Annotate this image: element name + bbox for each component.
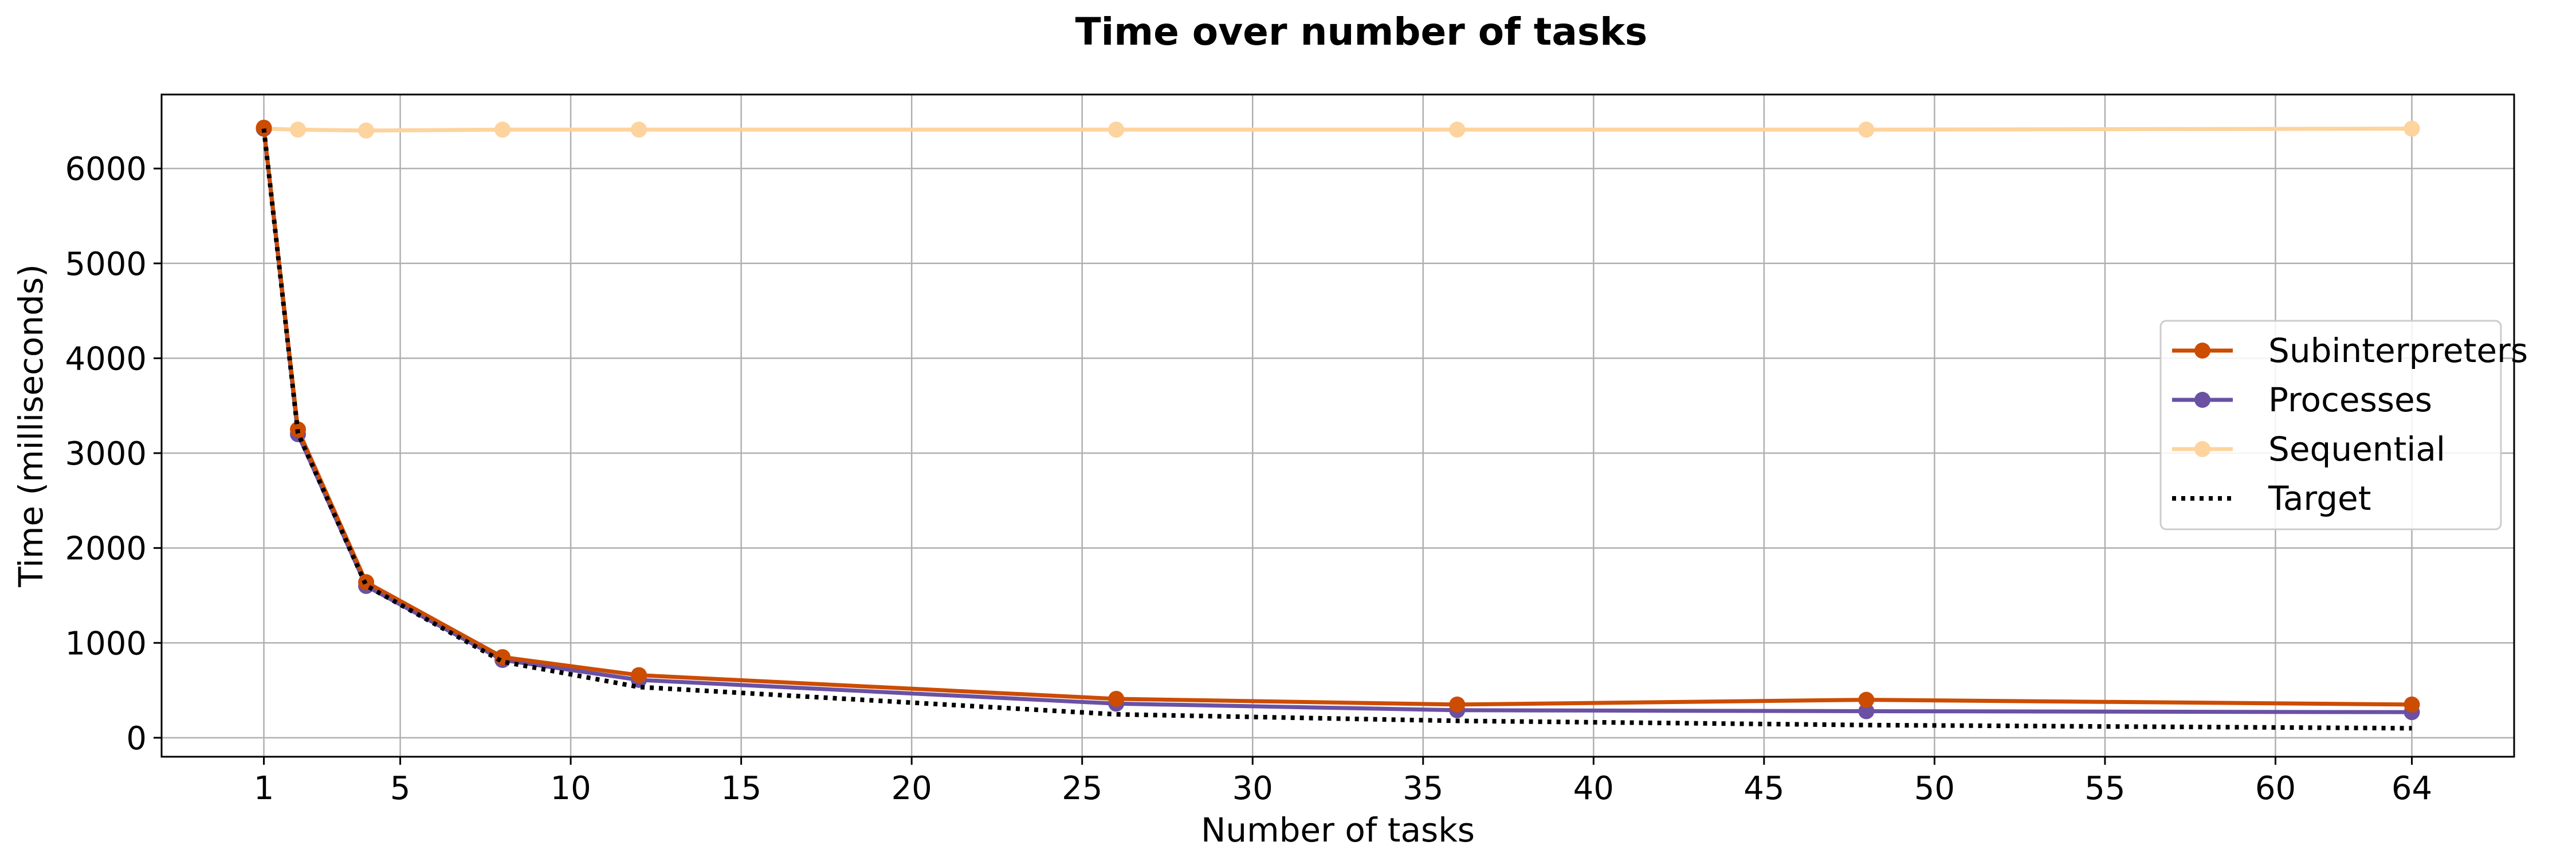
x-tick-label: 55	[2084, 770, 2125, 807]
data-point-sequential	[290, 121, 307, 138]
series-line-target	[261, 128, 2412, 731]
y-tick-label: 1000	[65, 625, 147, 662]
y-axis-label: Time (milliseconds)	[11, 264, 50, 588]
data-point-sequential	[631, 121, 647, 138]
legend-marker-subinterpreters	[2194, 343, 2210, 359]
x-tick-label: 45	[1743, 770, 1784, 807]
legend: Subinterpreters Processes Sequential Target	[2159, 320, 2528, 530]
data-point-sequential	[358, 122, 375, 139]
y-tick-label: 0	[126, 720, 147, 757]
plot-frame	[160, 93, 2515, 758]
x-tick-label: 15	[721, 770, 761, 807]
legend-marker-sequential	[2194, 441, 2210, 457]
y-tick-label: 5000	[65, 246, 147, 283]
series-layer	[256, 119, 2420, 731]
data-point-subinterpreters	[1108, 690, 1125, 707]
data-point-sequential	[2404, 120, 2420, 137]
data-point-subinterpreters	[1449, 696, 1466, 713]
data-point-sequential	[1858, 121, 1875, 138]
x-tick-label: 50	[1914, 770, 1955, 807]
legend-label-sequential: Sequential	[2268, 430, 2445, 469]
legend-label-subinterpreters: Subinterpreters	[2268, 331, 2528, 370]
x-tick-label: 1	[254, 770, 274, 807]
x-tick-label: 25	[1062, 770, 1102, 807]
data-point-subinterpreters	[1858, 691, 1875, 708]
legend-label-target: Target	[2268, 479, 2371, 518]
x-tick-label: 10	[550, 770, 591, 807]
x-tick-label: 60	[2255, 770, 2296, 807]
chart-title: Time over number of tasks	[1075, 10, 1648, 54]
data-point-processes	[1858, 703, 1875, 719]
data-point-subinterpreters	[2404, 696, 2420, 713]
x-tick-label: 64	[2392, 770, 2432, 807]
y-tick-label: 2000	[65, 530, 147, 568]
legend-label-processes: Processes	[2268, 380, 2432, 419]
data-point-subinterpreters	[631, 667, 647, 683]
legend-marker-processes	[2194, 392, 2210, 408]
data-point-sequential	[494, 121, 511, 138]
data-point-sequential	[1449, 121, 1466, 138]
series-line-sequential	[264, 127, 2412, 133]
data-point-sequential	[1108, 121, 1125, 138]
legend-box	[2159, 320, 2502, 530]
x-tick-label: 40	[1573, 770, 1614, 807]
data-point-subinterpreters	[256, 119, 272, 136]
series-line-processes	[262, 128, 2412, 714]
axis-ticks: 1 5 10 15 20 25 30 35 40 45 50 55 60 6401000200030004…	[65, 151, 2432, 807]
y-tick-label: 6000	[65, 151, 147, 188]
x-tick-label: 20	[892, 770, 932, 807]
x-tick-label: 30	[1232, 770, 1273, 807]
y-tick-label: 3000	[65, 435, 147, 473]
series-line-subinterpreters	[262, 127, 2412, 707]
y-tick-label: 4000	[65, 340, 147, 378]
x-axis-label: Number of tasks	[1201, 811, 1475, 850]
x-tick-label: 35	[1403, 770, 1443, 807]
x-tick-label: 5	[390, 770, 411, 807]
